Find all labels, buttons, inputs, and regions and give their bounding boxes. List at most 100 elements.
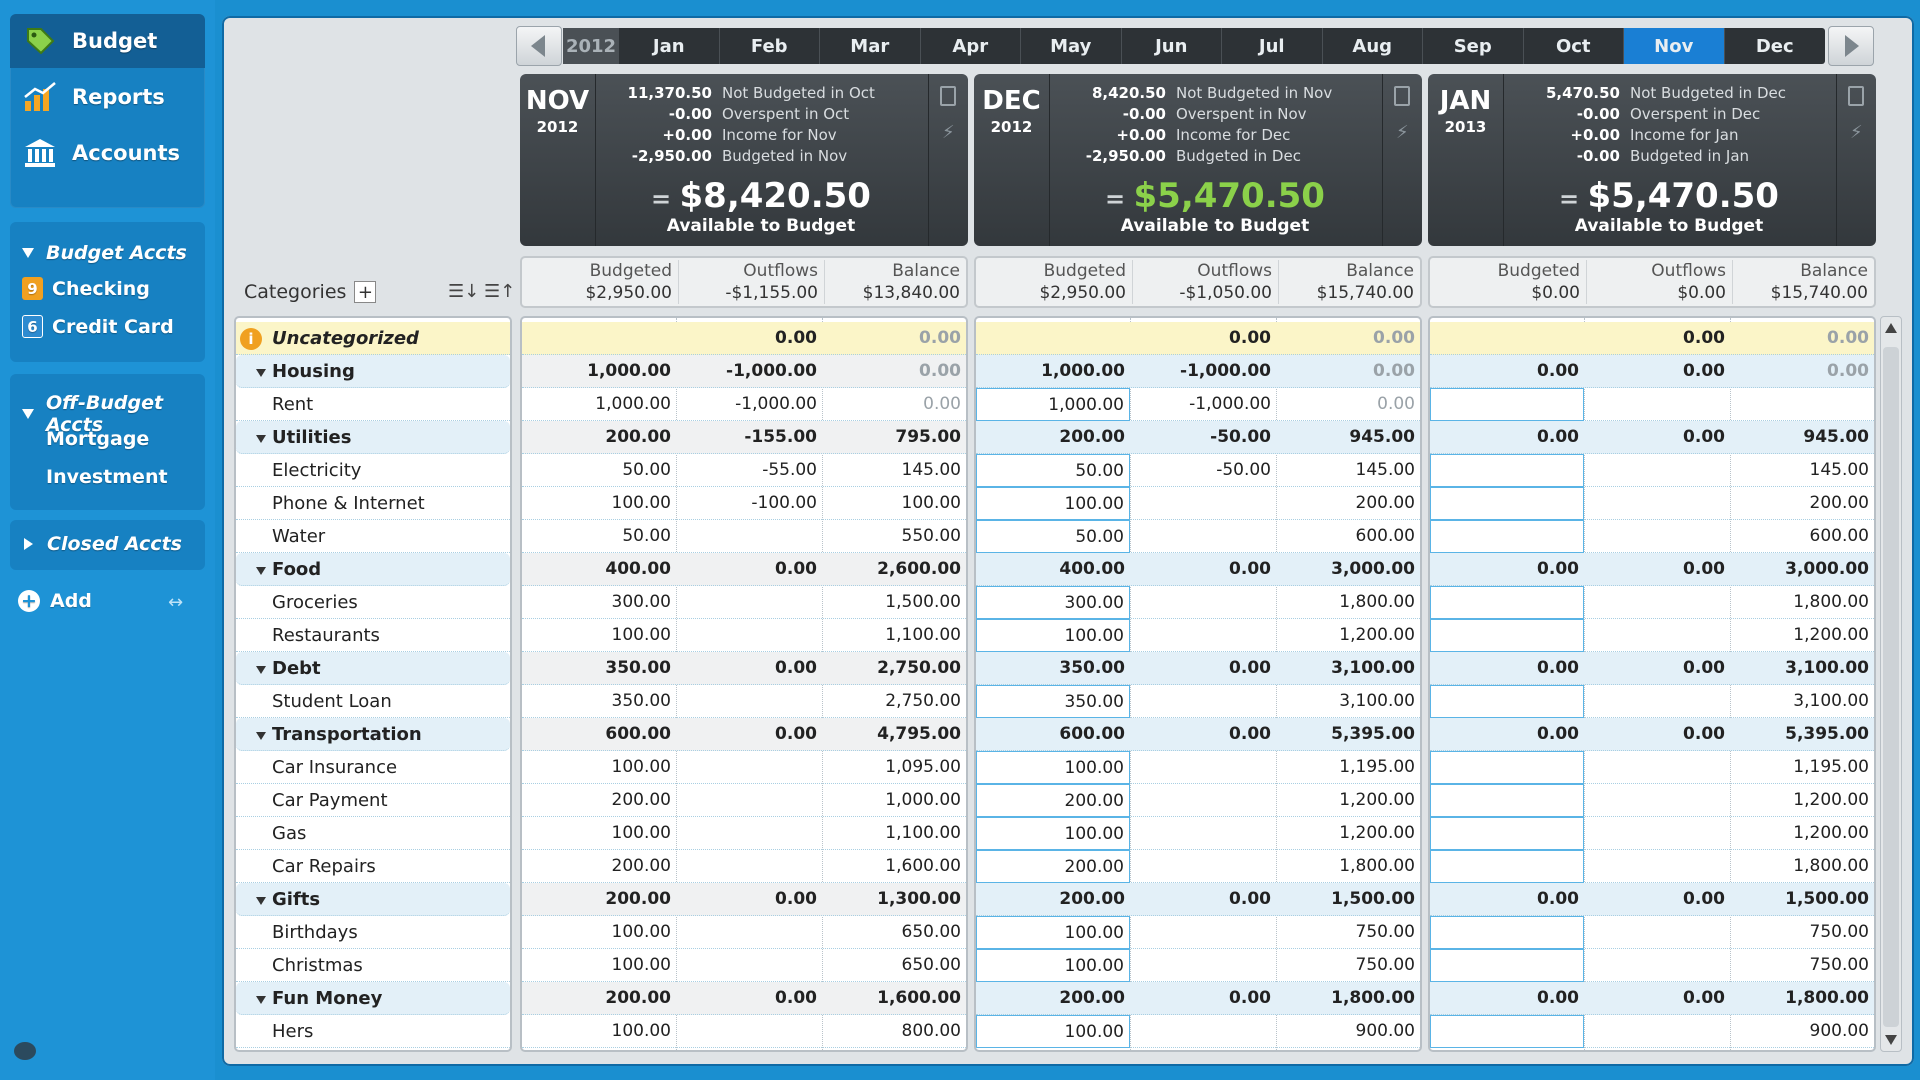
quick-budget-icon[interactable]: ⚡ [942, 122, 955, 143]
offbudget-accts-header[interactable]: Off-Budget Accts [22, 392, 215, 436]
budgeted-cell[interactable] [1430, 454, 1584, 487]
category-group-row[interactable]: Gifts [236, 883, 510, 916]
month-may[interactable]: May [1021, 28, 1122, 64]
budgeted-cell[interactable]: 100.00 [976, 916, 1130, 949]
collapse-triangle-icon[interactable] [256, 369, 266, 377]
prev-month-button[interactable] [516, 26, 562, 66]
budgeted-cell[interactable]: 100.00 [976, 817, 1130, 850]
budgeted-cell[interactable]: 300.00 [611, 592, 671, 612]
category-group-name[interactable]: Food [272, 559, 322, 580]
budgeted-cell[interactable]: 50.00 [622, 460, 671, 480]
month-jun[interactable]: Jun [1122, 28, 1222, 64]
category-row[interactable]: Car Payment [236, 784, 510, 817]
quick-budget-icon[interactable]: ⚡ [1850, 122, 1863, 143]
next-month-button[interactable] [1828, 26, 1874, 66]
budgeted-cell[interactable]: 100.00 [611, 955, 671, 975]
budgeted-cell[interactable]: 100.00 [611, 823, 671, 843]
budgeted-cell[interactable]: 100.00 [611, 922, 671, 942]
category-group-row[interactable]: Housing [236, 355, 510, 388]
budgeted-cell[interactable]: 600.00 [1059, 724, 1125, 744]
category-name[interactable]: Car Payment [272, 790, 388, 811]
account-investment[interactable]: Investment [46, 466, 168, 488]
month-sep[interactable]: Sep [1423, 28, 1524, 64]
category-row[interactable]: Restaurants [236, 619, 510, 652]
budgeted-cell[interactable] [1430, 487, 1584, 520]
category-group-name[interactable]: Utilities [272, 427, 352, 448]
category-row[interactable]: Rent [236, 388, 510, 421]
category-row[interactable]: Electricity [236, 454, 510, 487]
category-row[interactable]: Water [236, 520, 510, 553]
category-group-row[interactable]: Transportation [236, 718, 510, 751]
budgeted-cell[interactable]: 100.00 [611, 493, 671, 513]
budgeted-cell[interactable]: 200.00 [611, 790, 671, 810]
notes-icon[interactable] [1394, 86, 1410, 106]
budgeted-cell[interactable]: 300.00 [976, 586, 1130, 619]
budgeted-cell[interactable]: 350.00 [1059, 658, 1125, 678]
vertical-scrollbar[interactable] [1880, 316, 1902, 1052]
budgeted-cell[interactable] [1430, 784, 1584, 817]
budgeted-cell[interactable] [976, 322, 1130, 355]
scroll-thumb[interactable] [1883, 347, 1899, 1027]
collapse-triangle-icon[interactable] [256, 732, 266, 740]
collapse-triangle-icon[interactable] [256, 435, 266, 443]
category-row[interactable]: Groceries [236, 586, 510, 619]
month-jul[interactable]: Jul [1222, 28, 1323, 64]
expand-all-icon[interactable]: ☰↑ [484, 281, 516, 302]
category-name[interactable]: Groceries [272, 592, 358, 613]
budgeted-cell[interactable]: 0.00 [1537, 988, 1579, 1008]
account-credit-card[interactable]: 6 Credit Card [22, 315, 174, 338]
category-row[interactable]: Gas [236, 817, 510, 850]
budgeted-cell[interactable]: 0.00 [1537, 427, 1579, 447]
budgeted-cell[interactable]: 0.00 [1537, 724, 1579, 744]
month-apr[interactable]: Apr [921, 28, 1021, 64]
budgeted-cell[interactable]: 350.00 [605, 658, 671, 678]
budgeted-cell[interactable]: 400.00 [605, 559, 671, 579]
budgeted-cell[interactable] [522, 322, 676, 355]
category-row[interactable]: Car Insurance [236, 751, 510, 784]
budgeted-cell[interactable]: 1,000.00 [1041, 361, 1125, 381]
budgeted-cell[interactable]: 200.00 [611, 856, 671, 876]
budgeted-cell[interactable]: 1,000.00 [587, 361, 671, 381]
budgeted-cell[interactable]: 50.00 [622, 526, 671, 546]
budgeted-cell[interactable]: 200.00 [605, 988, 671, 1008]
budgeted-cell[interactable] [1430, 949, 1584, 982]
budgeted-cell[interactable] [1430, 685, 1584, 718]
category-group-row[interactable]: Fun Money [236, 982, 510, 1015]
budgeted-cell[interactable]: 100.00 [611, 625, 671, 645]
budgeted-cell[interactable] [1430, 1015, 1584, 1048]
budgeted-cell[interactable]: 400.00 [1059, 559, 1125, 579]
category-group-row[interactable]: Food [236, 553, 510, 586]
closed-accts-header[interactable]: Closed Accts [24, 533, 182, 555]
category-group-name[interactable]: Gifts [272, 889, 321, 910]
category-row[interactable]: Hers [236, 1015, 510, 1048]
budgeted-cell[interactable]: 200.00 [605, 889, 671, 909]
add-account-button[interactable]: + Add [18, 590, 92, 612]
category-name[interactable]: Water [272, 526, 326, 547]
budgeted-cell[interactable]: 0.00 [1537, 361, 1579, 381]
collapse-triangle-icon[interactable] [256, 666, 266, 674]
add-category-button[interactable]: + [354, 281, 377, 303]
budgeted-cell[interactable]: 350.00 [976, 685, 1130, 718]
scroll-down-icon[interactable] [1885, 1035, 1897, 1045]
collapse-all-icon[interactable]: ☰↓ [448, 281, 480, 302]
nav-reports[interactable]: Reports [10, 70, 205, 124]
collapse-triangle-icon[interactable] [256, 567, 266, 575]
category-row[interactable]: Birthdays [236, 916, 510, 949]
account-checking[interactable]: 9 Checking [22, 277, 150, 300]
category-group-name[interactable]: Debt [272, 658, 321, 679]
category-name[interactable]: Car Insurance [272, 757, 398, 778]
collapse-triangle-icon[interactable] [256, 996, 266, 1004]
budgeted-cell[interactable] [1430, 388, 1584, 421]
month-feb[interactable]: Feb [720, 28, 820, 64]
category-name[interactable]: Student Loan [272, 691, 392, 712]
budgeted-cell[interactable] [1430, 751, 1584, 784]
budgeted-cell[interactable]: 100.00 [976, 619, 1130, 652]
category-row[interactable]: Student Loan [236, 685, 510, 718]
budgeted-cell[interactable]: 50.00 [976, 520, 1130, 553]
budgeted-cell[interactable]: 200.00 [976, 784, 1130, 817]
budgeted-cell[interactable]: 100.00 [976, 1015, 1130, 1048]
quick-budget-icon[interactable]: ⚡ [1396, 122, 1409, 143]
category-group-name[interactable]: Transportation [272, 724, 422, 745]
budget-accts-header[interactable]: Budget Accts [22, 242, 187, 264]
budgeted-cell[interactable] [1430, 322, 1584, 355]
